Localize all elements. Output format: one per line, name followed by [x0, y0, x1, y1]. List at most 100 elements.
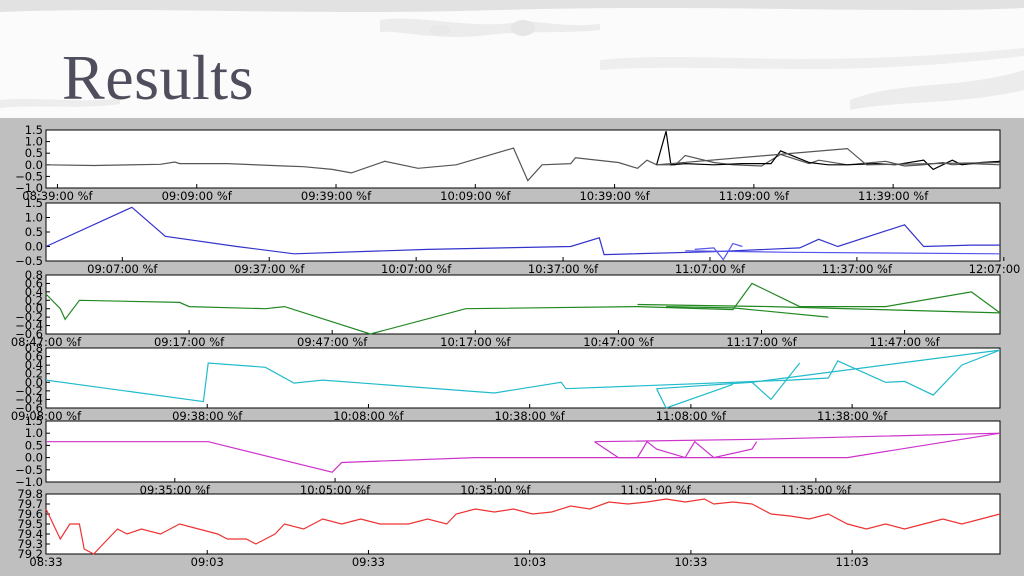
series-line-2: [594, 440, 758, 459]
y-tick-label: 0.0: [25, 158, 43, 172]
y-tick-label: −0.6: [15, 401, 43, 415]
x-tick-label: 10:08:00 %f: [333, 409, 404, 423]
x-tick-label: 10:47:00 %f: [583, 335, 654, 349]
y-tick-label: 1.0: [25, 426, 43, 440]
chart-panel-2: 1.51.00.50.0−0.5 09:07:00 %f 09:37:00 %f 10…: [15, 196, 1024, 276]
x-tick-label: 09:47:00 %f: [297, 335, 368, 349]
x-tick-label: 10:07:00 %f: [381, 262, 452, 276]
x-tick-label: 11:47:00 %f: [869, 335, 940, 349]
x-tick-label: 11:03: [836, 555, 869, 569]
x-tick-label: 11:08:00 %f: [656, 409, 727, 423]
x-tick-label: 10:03: [513, 555, 546, 569]
x-tick-label: 09:37:00 %f: [234, 262, 305, 276]
series-line-1: [46, 432, 1001, 473]
x-tick-label: 09:03: [191, 555, 224, 569]
series-line-3: [685, 250, 1001, 255]
series-line-1: [45, 147, 1001, 182]
plot-frame: [45, 274, 1001, 335]
y-tick-label: 0.0: [25, 240, 43, 254]
x-tick-label: 10:33: [674, 555, 707, 569]
series-line-4: [751, 349, 1001, 383]
x-tick-label: 10:37:00 %f: [528, 262, 599, 276]
y-tick-label: 79.2: [17, 547, 43, 561]
y-tick-label: −0.5: [15, 463, 43, 477]
y-tick-label: −0.2: [15, 384, 43, 398]
x-tick-label: 09:39:00 %f: [301, 189, 372, 203]
chart-panel-1: 1.51.00.50.0−0.5−1.008:39:00 %f 09:09:00 …: [15, 123, 1001, 203]
x-tick-label: 09:33: [352, 555, 385, 569]
series-line-2: [694, 242, 743, 261]
x-tick-label: 08:39:00 %f: [22, 189, 93, 203]
y-tick-label: 0.4: [25, 358, 43, 372]
x-tick-label: 10:17:00 %f: [440, 335, 511, 349]
y-tick-label: 79.6: [17, 507, 43, 521]
y-tick-label: 0.2: [25, 367, 43, 381]
x-tick-label: 08:33: [29, 555, 62, 569]
series-line-2: [637, 303, 1001, 314]
series-line-3: [666, 306, 829, 318]
y-tick-label: 1.0: [25, 211, 43, 225]
chart-panel-5: 1.51.00.50.0−0.5−1.009:35:00 %f 10:05:00 …: [15, 414, 1001, 497]
y-tick-label: −1.0: [15, 181, 43, 195]
y-tick-label: 0.0: [25, 375, 43, 389]
y-tick-label: 0.0: [25, 451, 43, 465]
y-tick-label: 0.8: [25, 268, 43, 282]
x-tick-label: 11:38:00 %f: [817, 409, 888, 423]
y-tick-label: 79.7: [17, 497, 43, 511]
x-tick-label: 11:17:00 %f: [726, 335, 797, 349]
y-tick-label: 0.0: [25, 302, 43, 316]
x-tick-label: 10:09:00 %f: [440, 189, 511, 203]
plot-frame: [45, 129, 1001, 189]
series-line-2: [656, 131, 1001, 171]
series-line-3: [594, 432, 1001, 443]
plot-frame: [45, 202, 1001, 262]
y-tick-label: −0.2: [15, 310, 43, 324]
y-tick-label: −0.6: [15, 327, 43, 341]
series-line-1: [45, 498, 1001, 555]
chart-panel-6: 79.879.779.679.579.479.379.208:33 09:03 09…: [17, 487, 1001, 569]
y-tick-label: 1.5: [25, 414, 43, 428]
y-tick-label: −0.5: [15, 254, 43, 268]
series-line-1: [45, 282, 1001, 335]
y-tick-label: 0.2: [25, 293, 43, 307]
x-tick-label: 09:08:00 %f: [11, 409, 82, 423]
y-tick-label: −0.4: [15, 392, 43, 406]
x-tick-label: 08:47:00 %f: [11, 335, 82, 349]
series-line-3: [656, 147, 1001, 166]
x-tick-label: 09:07:00 %f: [87, 262, 158, 276]
y-tick-label: 79.3: [17, 537, 43, 551]
series-line-2: [656, 362, 801, 401]
y-tick-label: 79.4: [17, 527, 43, 541]
plot-frame: [45, 347, 1001, 409]
y-tick-label: 0.5: [25, 225, 43, 239]
y-tick-label: 0.5: [25, 146, 43, 160]
x-tick-label: 11:37:00 %f: [822, 262, 893, 276]
series-line-3: [656, 383, 734, 409]
x-tick-label: 10:38:00 %f: [495, 409, 566, 423]
y-tick-label: 1.0: [25, 135, 43, 149]
x-tick-label: 09:09:00 %f: [162, 189, 233, 203]
y-tick-label: −0.4: [15, 319, 43, 333]
plot-frame: [45, 493, 1001, 555]
x-tick-label: 12:07:00 %f: [969, 262, 1024, 276]
slide-header: Results: [0, 0, 1024, 118]
brush-texture: [0, 0, 1024, 110]
y-tick-label: 0.4: [25, 285, 43, 299]
y-tick-label: −0.5: [15, 169, 43, 183]
x-tick-label: 11:09:00 %f: [719, 189, 790, 203]
x-tick-label: 10:39:00 %f: [579, 189, 650, 203]
y-tick-label: 79.8: [17, 487, 43, 501]
plot-frame: [45, 420, 1001, 483]
series-line-1: [45, 349, 1001, 403]
slide-title: Results: [62, 42, 254, 113]
y-tick-label: 0.6: [25, 350, 43, 364]
x-tick-label: 11:07:00 %f: [675, 262, 746, 276]
chart-panel-4: 0.80.60.40.20.0−0.2−0.4−0.609:08:00 %f 09…: [11, 341, 1001, 423]
y-tick-label: 79.5: [17, 517, 43, 531]
chart-panel-3: 0.80.60.40.20.0−0.2−0.4−0.608:47:00 %f 09…: [11, 268, 1001, 349]
y-tick-label: −1.0: [15, 475, 43, 489]
x-tick-label: 09:17:00 %f: [154, 335, 225, 349]
y-tick-label: 1.5: [25, 196, 43, 210]
x-tick-label: 11:39:00 %f: [858, 189, 929, 203]
